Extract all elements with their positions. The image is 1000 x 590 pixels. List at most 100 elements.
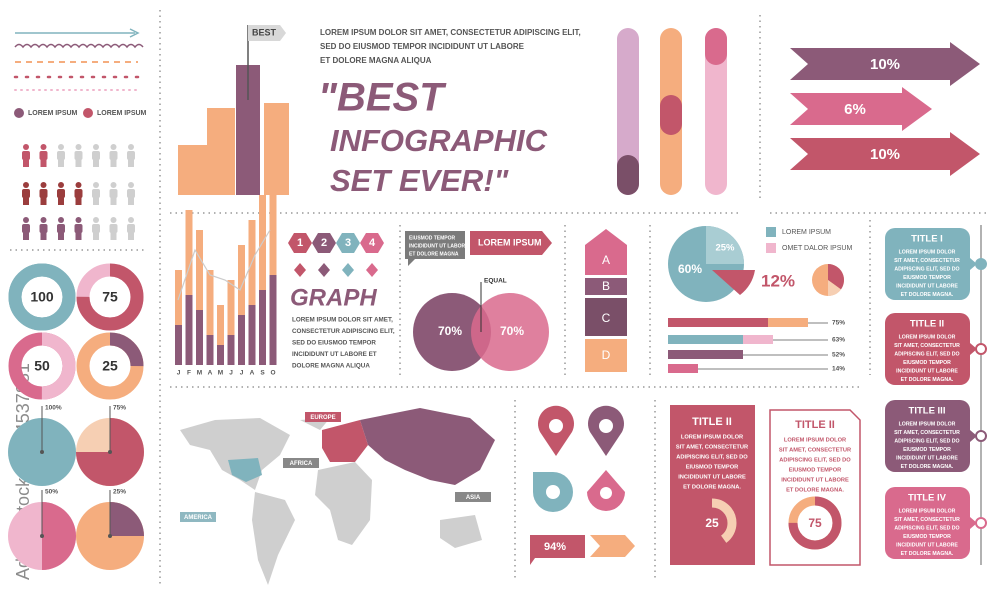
- person-legs: [23, 159, 29, 167]
- label: GRAPH: [290, 284, 377, 311]
- pill: [705, 28, 727, 65]
- label: SET EVER!": [330, 163, 510, 198]
- label: SED DO EIUSMOD TEMPOR INCIDIDUNT UT LABO…: [320, 42, 525, 51]
- land: [252, 492, 295, 585]
- bar-bottom: [238, 315, 245, 365]
- label: ADIPISCING ELIT, SED DO: [894, 525, 959, 531]
- drop-hole: [546, 485, 560, 499]
- pie-center: [108, 450, 112, 454]
- label: INFOGRAPHIC: [330, 123, 548, 158]
- h-bar: [668, 364, 698, 373]
- label: LOREM IPSUM DOLOR: [681, 435, 743, 441]
- label: INCIDIDUNT UT LABORE: [678, 475, 746, 481]
- person-legs: [110, 159, 117, 167]
- label: ET DOLORE MAGNA.: [901, 292, 954, 298]
- label: 4: [369, 237, 376, 249]
- side-card-tip: [970, 343, 977, 355]
- label: 70%: [500, 324, 524, 338]
- person-legs: [40, 159, 47, 167]
- timeline-dot: [975, 343, 987, 355]
- person-body: [109, 151, 118, 160]
- step-shape: [585, 229, 627, 275]
- label: EIUSMOD TEMPOR: [409, 235, 456, 241]
- label: ADIPISCING ELIT, SED DO: [894, 266, 959, 272]
- label: LOREM IPSUM: [97, 110, 147, 117]
- person-legs: [93, 159, 99, 167]
- ring-arc: [76, 332, 144, 400]
- h-bar: [668, 335, 743, 344]
- land: [228, 458, 262, 482]
- bar-top: [196, 230, 203, 310]
- venn-right: [471, 293, 549, 371]
- label: TITLE II: [795, 419, 835, 431]
- pie-slice: [42, 502, 76, 570]
- label: EIUSMOD TEMPOR: [789, 468, 841, 474]
- bar-top: [206, 270, 214, 335]
- person-head: [58, 182, 64, 188]
- person-head: [110, 144, 117, 150]
- arrow: [790, 132, 980, 176]
- side-card: [885, 228, 970, 300]
- label: A: [602, 253, 610, 267]
- label: LOREM IPSUM DOLOR: [784, 438, 846, 444]
- bar-top: [238, 245, 245, 315]
- land: [440, 515, 482, 548]
- label: LOREM IPSUM DOLOR SIT AMET,: [292, 317, 393, 324]
- label: INCIDIDUNT UT LABORE: [409, 243, 469, 249]
- map-tag: [305, 412, 341, 422]
- label: ET DOLORE MAGNA: [409, 251, 459, 257]
- person-head: [93, 144, 99, 150]
- bar-bottom: [259, 290, 266, 365]
- label: 25: [102, 358, 118, 374]
- flag: [248, 25, 286, 41]
- label: ADIPISCING ELIT, SED DO: [894, 438, 959, 444]
- button-arrow: [470, 231, 552, 255]
- label: 100: [30, 289, 54, 305]
- hexagon: [312, 233, 336, 253]
- label: ET DOLORE MAGNA.: [683, 485, 741, 491]
- person-head: [75, 217, 82, 223]
- trend-line: [177, 229, 271, 301]
- label: TITLE II: [910, 319, 944, 330]
- person-body: [92, 151, 100, 160]
- ring-arc: [788, 496, 842, 550]
- label: SIT AMET, CONSECTETUR: [779, 448, 851, 454]
- label: 3: [345, 237, 351, 249]
- person-head: [93, 182, 99, 188]
- pill: [617, 155, 639, 195]
- label: 25%: [113, 489, 126, 496]
- label: 70%: [438, 324, 462, 338]
- label: LOREM IPSUM DOLOR: [899, 508, 956, 514]
- person-legs: [40, 232, 47, 240]
- bar-bottom: [217, 345, 224, 365]
- person-head: [128, 217, 134, 223]
- person-body: [22, 224, 30, 233]
- label: J: [177, 370, 181, 377]
- label: LOREM IPSUM: [28, 110, 78, 117]
- label: LOREM IPSUM: [478, 237, 542, 247]
- bar-top: [185, 210, 193, 295]
- label: LOREM IPSUM DOLOR SIT AMET, CONSECTETUR …: [320, 28, 581, 37]
- pin-hole: [549, 419, 563, 433]
- label: INCIDIDUNT UT LABORE: [896, 542, 958, 548]
- h-bar: [668, 318, 768, 327]
- pie-center: [40, 450, 44, 454]
- label: CONSECTETUR ADIPISCING ELIT,: [292, 328, 395, 335]
- label: LOREM IPSUM DOLOR: [899, 334, 956, 340]
- legend-swatch: [766, 227, 776, 237]
- label: C: [602, 311, 611, 325]
- hexagon: [336, 233, 360, 253]
- person-head: [110, 217, 117, 223]
- person-head: [93, 217, 99, 223]
- label: M: [218, 370, 223, 377]
- person-legs: [93, 232, 99, 240]
- person-body: [22, 189, 30, 198]
- label: LOREM IPSUM: [782, 229, 831, 236]
- arrow: [790, 87, 932, 131]
- ring-arc: [76, 263, 144, 331]
- pill: [660, 95, 682, 135]
- person-body: [74, 189, 83, 198]
- side-card: [885, 313, 970, 385]
